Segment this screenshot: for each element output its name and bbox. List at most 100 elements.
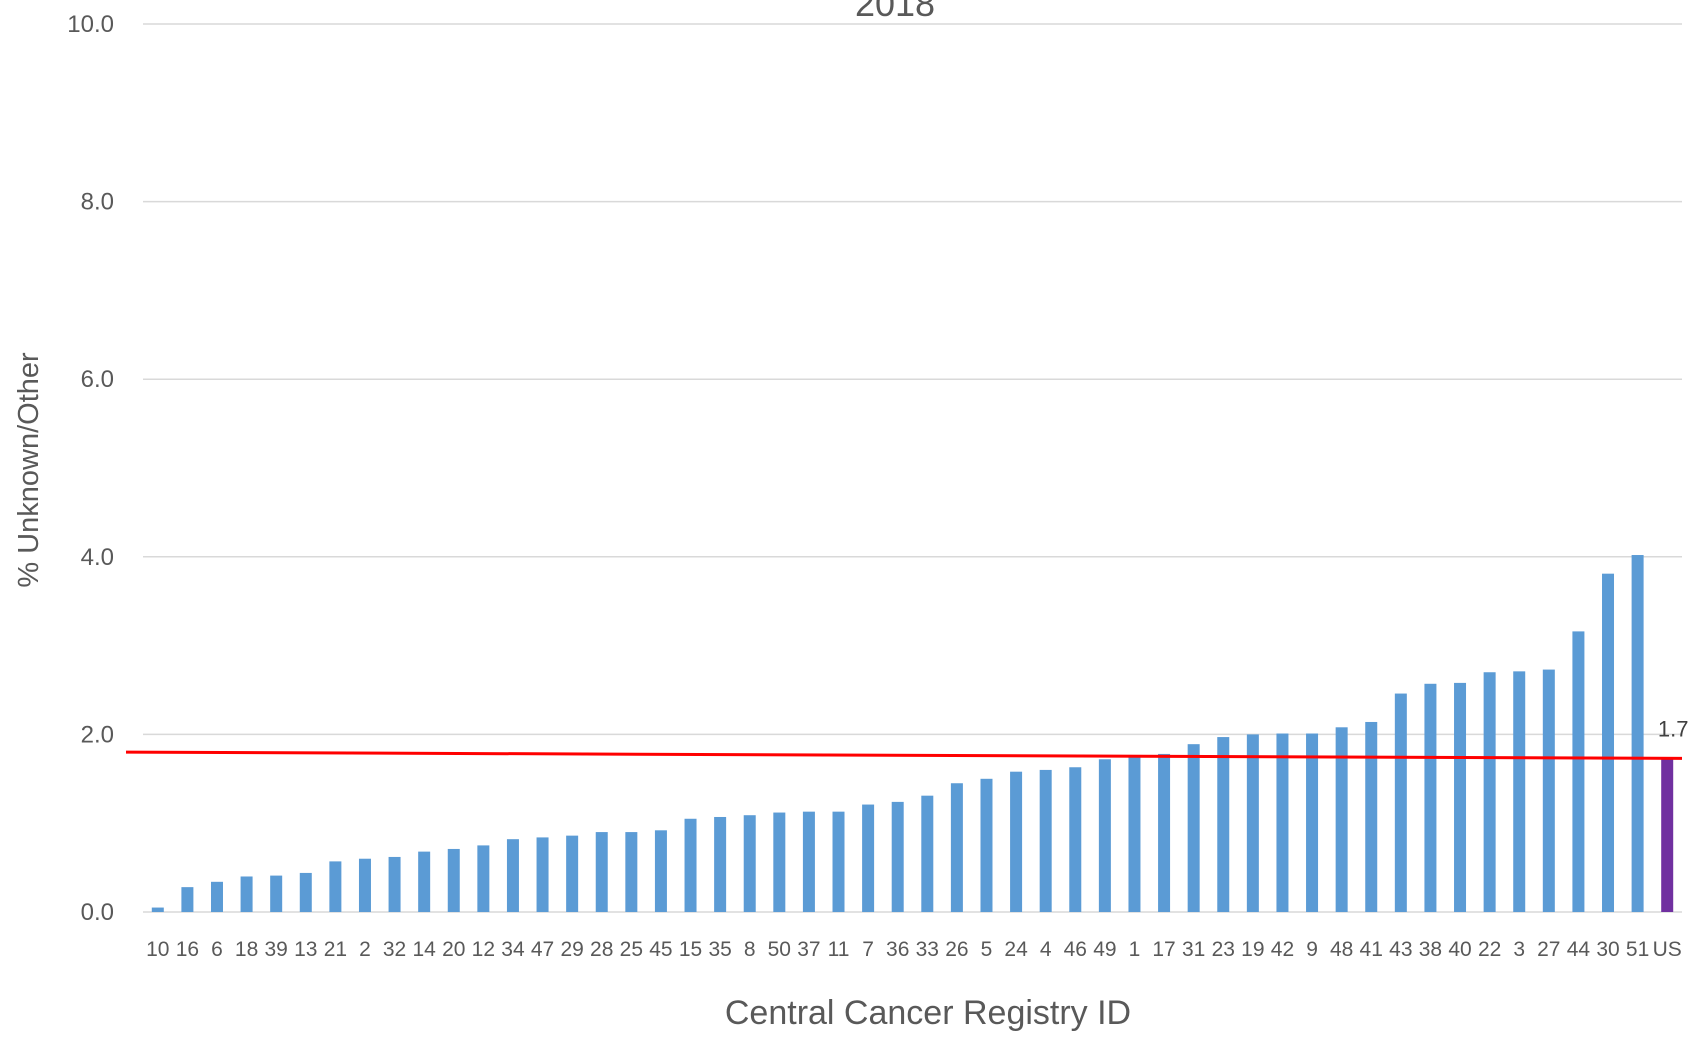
x-tick-label: 7: [862, 938, 874, 961]
x-tick-label: 18: [235, 938, 258, 961]
bar-22: [1483, 672, 1496, 912]
bar-26: [950, 783, 963, 912]
x-tick-label: 31: [1182, 938, 1205, 961]
x-tick-label: 42: [1271, 938, 1294, 961]
x-tick-label: 24: [1004, 938, 1028, 961]
bar-41: [1365, 721, 1378, 912]
bar-32: [388, 856, 401, 912]
bar-17: [1158, 753, 1171, 912]
x-axis-title: Central Cancer Registry ID: [725, 994, 1131, 1032]
x-tick-label: 26: [945, 938, 968, 961]
x-tick-label: 21: [324, 938, 347, 961]
reference-line: [125, 750, 1683, 760]
x-tick-label: 3: [1513, 938, 1525, 961]
bar-8: [743, 815, 756, 912]
bar-42: [1276, 733, 1289, 912]
x-tick-label: 1: [1129, 938, 1141, 961]
bar-30: [1602, 573, 1615, 912]
bar-23: [1217, 737, 1230, 912]
y-axis-title: % Unknown/Other: [13, 352, 45, 588]
y-tick-label: 0.0: [81, 899, 114, 926]
x-tick-label: 47: [531, 938, 554, 961]
x-tick-label: 50: [768, 938, 791, 961]
x-tick-label: 32: [383, 938, 406, 961]
x-tick-label: 29: [560, 938, 583, 961]
x-tick-label: 51: [1626, 938, 1649, 961]
gridlines: [143, 23, 1682, 913]
y-tick-label: 6.0: [81, 366, 114, 393]
bar-31: [1187, 744, 1200, 912]
x-tick-label: 8: [744, 938, 756, 961]
bar-24: [1010, 771, 1023, 912]
bar-43: [1394, 693, 1407, 912]
x-tick-label: 14: [412, 938, 436, 961]
x-tick-label: 45: [649, 938, 672, 961]
bar-10: [151, 907, 164, 912]
bar-48: [1335, 727, 1348, 912]
bar-36: [891, 801, 904, 912]
bar-45: [654, 830, 667, 912]
bar-19: [1246, 734, 1259, 912]
bar-46: [1069, 767, 1082, 912]
y-tick-label: 2.0: [81, 721, 114, 748]
x-tick-label: 38: [1419, 938, 1442, 961]
x-tick-label: 37: [797, 938, 820, 961]
x-tick-label: US: [1653, 938, 1682, 961]
bar-2: [358, 858, 371, 912]
x-tick-label: 36: [886, 938, 909, 961]
y-tick-label: 8.0: [81, 189, 114, 216]
x-tick-labels: 10 16 6 18 39 13 21 2 32 14 20 12 34 47 29 28 25 45 15 35 8 5…: [146, 938, 1682, 961]
bar-35: [714, 816, 727, 912]
x-tick-label: 10: [146, 938, 169, 961]
bar-27: [1542, 669, 1555, 912]
bar-50: [773, 812, 786, 912]
x-tick-label: 13: [294, 938, 317, 961]
bar-3: [1513, 671, 1526, 912]
bar-29: [566, 835, 579, 912]
data-label-us: 1.7: [1658, 716, 1689, 741]
x-tick-label: 40: [1448, 938, 1471, 961]
x-tick-label: 5: [981, 938, 993, 961]
x-tick-label: 6: [211, 938, 223, 961]
bar-28: [595, 832, 608, 912]
x-tick-label: 4: [1040, 938, 1052, 961]
bar-25: [625, 832, 638, 912]
x-tick-label: 23: [1212, 938, 1235, 961]
bar-20: [447, 848, 460, 912]
bar-15: [684, 818, 697, 912]
y-tick-label: 10.0: [67, 11, 114, 38]
bar-38: [1424, 683, 1437, 912]
x-tick-label: 16: [176, 938, 199, 961]
x-tick-label: 20: [442, 938, 465, 961]
bar-37: [802, 811, 815, 912]
x-tick-label: 15: [679, 938, 702, 961]
x-tick-label: 19: [1241, 938, 1264, 961]
x-tick-label: 35: [708, 938, 731, 961]
bar-9: [1306, 733, 1319, 912]
chart-title: 2018: [855, 0, 935, 24]
bar-39: [270, 875, 283, 912]
bar-21: [329, 861, 342, 912]
x-tick-label: 30: [1596, 938, 1619, 961]
x-tick-label: 48: [1330, 938, 1353, 961]
bar-13: [299, 872, 312, 912]
x-tick-label: 33: [916, 938, 939, 961]
bar-14: [418, 851, 431, 912]
x-tick-label: 22: [1478, 938, 1501, 961]
x-tick-label: 2: [359, 938, 371, 961]
bar-47: [536, 837, 549, 912]
x-tick-label: 17: [1152, 938, 1175, 961]
bar-12: [477, 845, 490, 912]
bar-34: [506, 839, 519, 912]
y-tick-label: 4.0: [81, 544, 114, 571]
bar-49: [1098, 759, 1111, 912]
x-tick-label: 27: [1537, 938, 1560, 961]
bar-40: [1454, 682, 1467, 912]
bar-51: [1631, 555, 1644, 912]
bar-6: [210, 881, 223, 912]
bar-7: [862, 804, 875, 912]
bar-1: [1128, 756, 1141, 912]
y-tick-labels: 0.0 2.0 4.0 6.0 8.0 10.0: [67, 11, 114, 926]
